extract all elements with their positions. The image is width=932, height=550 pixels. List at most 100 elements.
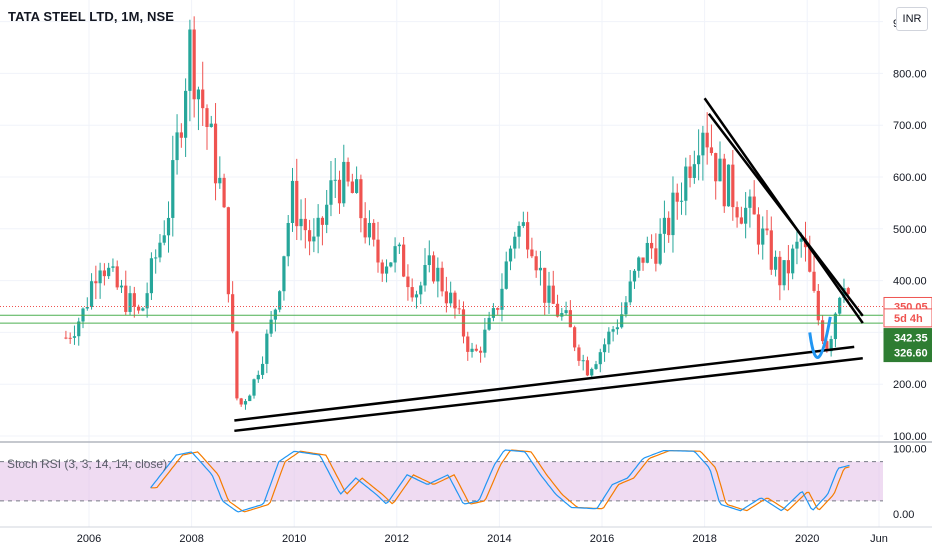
candle-down bbox=[102, 270, 106, 277]
candle-down bbox=[808, 247, 812, 272]
candle-up bbox=[154, 257, 158, 259]
price-axis: 100.00200.00300.00400.00500.00600.00700.… bbox=[893, 18, 927, 521]
candle-up bbox=[273, 309, 277, 320]
candle-up bbox=[393, 246, 397, 263]
candle-up bbox=[517, 225, 521, 237]
candle-down bbox=[359, 179, 363, 219]
candle-up bbox=[414, 294, 419, 298]
candle-up bbox=[290, 180, 295, 223]
candle-down bbox=[752, 196, 756, 215]
rsi-tick-label: 100.00 bbox=[893, 444, 927, 456]
price-tick-label: 200.00 bbox=[893, 379, 927, 391]
candle-down bbox=[675, 192, 679, 202]
candle-down bbox=[295, 180, 299, 227]
candle-down bbox=[346, 161, 350, 182]
candle-up bbox=[427, 255, 431, 266]
candle-up bbox=[504, 261, 508, 289]
candle-up bbox=[833, 313, 838, 340]
candle-down bbox=[350, 181, 354, 193]
candle-down bbox=[667, 217, 671, 236]
pattern-curve bbox=[808, 316, 832, 359]
candle-down bbox=[431, 255, 436, 282]
currency-button[interactable]: INR bbox=[896, 7, 928, 31]
candle-down bbox=[380, 262, 384, 274]
candle-up bbox=[265, 333, 269, 364]
candle-down bbox=[213, 123, 218, 184]
candle-down bbox=[577, 347, 581, 361]
candle-up bbox=[162, 235, 166, 243]
candle-up bbox=[773, 256, 778, 270]
candle-up bbox=[513, 236, 517, 249]
candle-up bbox=[607, 331, 611, 345]
candle-up bbox=[419, 285, 423, 295]
candle-up bbox=[701, 132, 705, 156]
candle-up bbox=[761, 228, 765, 245]
candle-down bbox=[585, 360, 590, 376]
candle-down bbox=[786, 260, 790, 274]
candle-down bbox=[320, 217, 325, 225]
candle-up bbox=[684, 166, 688, 201]
price-tick-label: 400.00 bbox=[893, 276, 927, 288]
price-tick-label: 600.00 bbox=[893, 172, 927, 184]
candle-down bbox=[231, 294, 235, 332]
candle-up bbox=[581, 360, 585, 362]
price-tag-label: 342.35 bbox=[894, 333, 928, 345]
price-tag bbox=[883, 308, 932, 328]
candle-down bbox=[688, 166, 692, 178]
candle-up bbox=[256, 374, 260, 380]
candle-down bbox=[474, 348, 478, 351]
candle-down bbox=[530, 249, 534, 257]
price-tick-label: 100.00 bbox=[893, 431, 927, 443]
rsi-tick-label: 0.00 bbox=[893, 509, 914, 521]
candle-up bbox=[282, 256, 286, 292]
price-tick-label: 700.00 bbox=[893, 120, 927, 132]
candle-down bbox=[735, 207, 739, 218]
candle-down bbox=[64, 337, 68, 339]
candle-up bbox=[141, 308, 145, 311]
indicator-legend[interactable]: Stoch RSI (3, 3, 14, 14, close) bbox=[7, 457, 168, 471]
candle-up bbox=[782, 260, 786, 286]
candle-up bbox=[645, 242, 649, 263]
candle-down bbox=[812, 271, 816, 291]
candle-up bbox=[829, 339, 833, 352]
time-tick-label: 2014 bbox=[487, 533, 511, 545]
candle-down bbox=[555, 303, 560, 317]
candle-up bbox=[538, 267, 543, 271]
price-tick-label: 500.00 bbox=[893, 224, 927, 236]
candle-down bbox=[641, 257, 645, 263]
price-tag bbox=[883, 343, 932, 363]
candle-up bbox=[624, 302, 628, 315]
candle-up bbox=[671, 192, 675, 236]
time-tick-label: 2020 bbox=[795, 533, 819, 545]
candle-up bbox=[389, 262, 393, 267]
price-tag-label: 5d 4h bbox=[894, 313, 923, 325]
candlestick-series bbox=[64, 16, 850, 410]
candle-down bbox=[709, 147, 714, 154]
candle-down bbox=[376, 239, 380, 263]
candle-up bbox=[547, 285, 551, 303]
candle-up bbox=[662, 217, 667, 234]
candle-up bbox=[483, 329, 487, 353]
candle-down bbox=[649, 242, 654, 249]
candle-down bbox=[825, 341, 829, 352]
trendline bbox=[707, 113, 864, 317]
candle-down bbox=[543, 267, 547, 303]
candle-down bbox=[846, 288, 850, 295]
candle-up bbox=[278, 291, 282, 310]
candle-up bbox=[508, 248, 513, 262]
candle-down bbox=[363, 218, 367, 238]
candle-up bbox=[799, 238, 803, 242]
candle-up bbox=[838, 297, 842, 314]
candle-up bbox=[487, 317, 491, 330]
candle-down bbox=[179, 132, 183, 138]
trendline bbox=[234, 357, 863, 433]
candle-up bbox=[521, 222, 525, 226]
stoch-rsi-panel bbox=[0, 449, 883, 513]
candle-down bbox=[201, 89, 205, 109]
candle-down bbox=[453, 292, 457, 309]
candle-up bbox=[598, 352, 602, 365]
time-tick-label: 2016 bbox=[590, 533, 614, 545]
candle-down bbox=[410, 287, 414, 298]
